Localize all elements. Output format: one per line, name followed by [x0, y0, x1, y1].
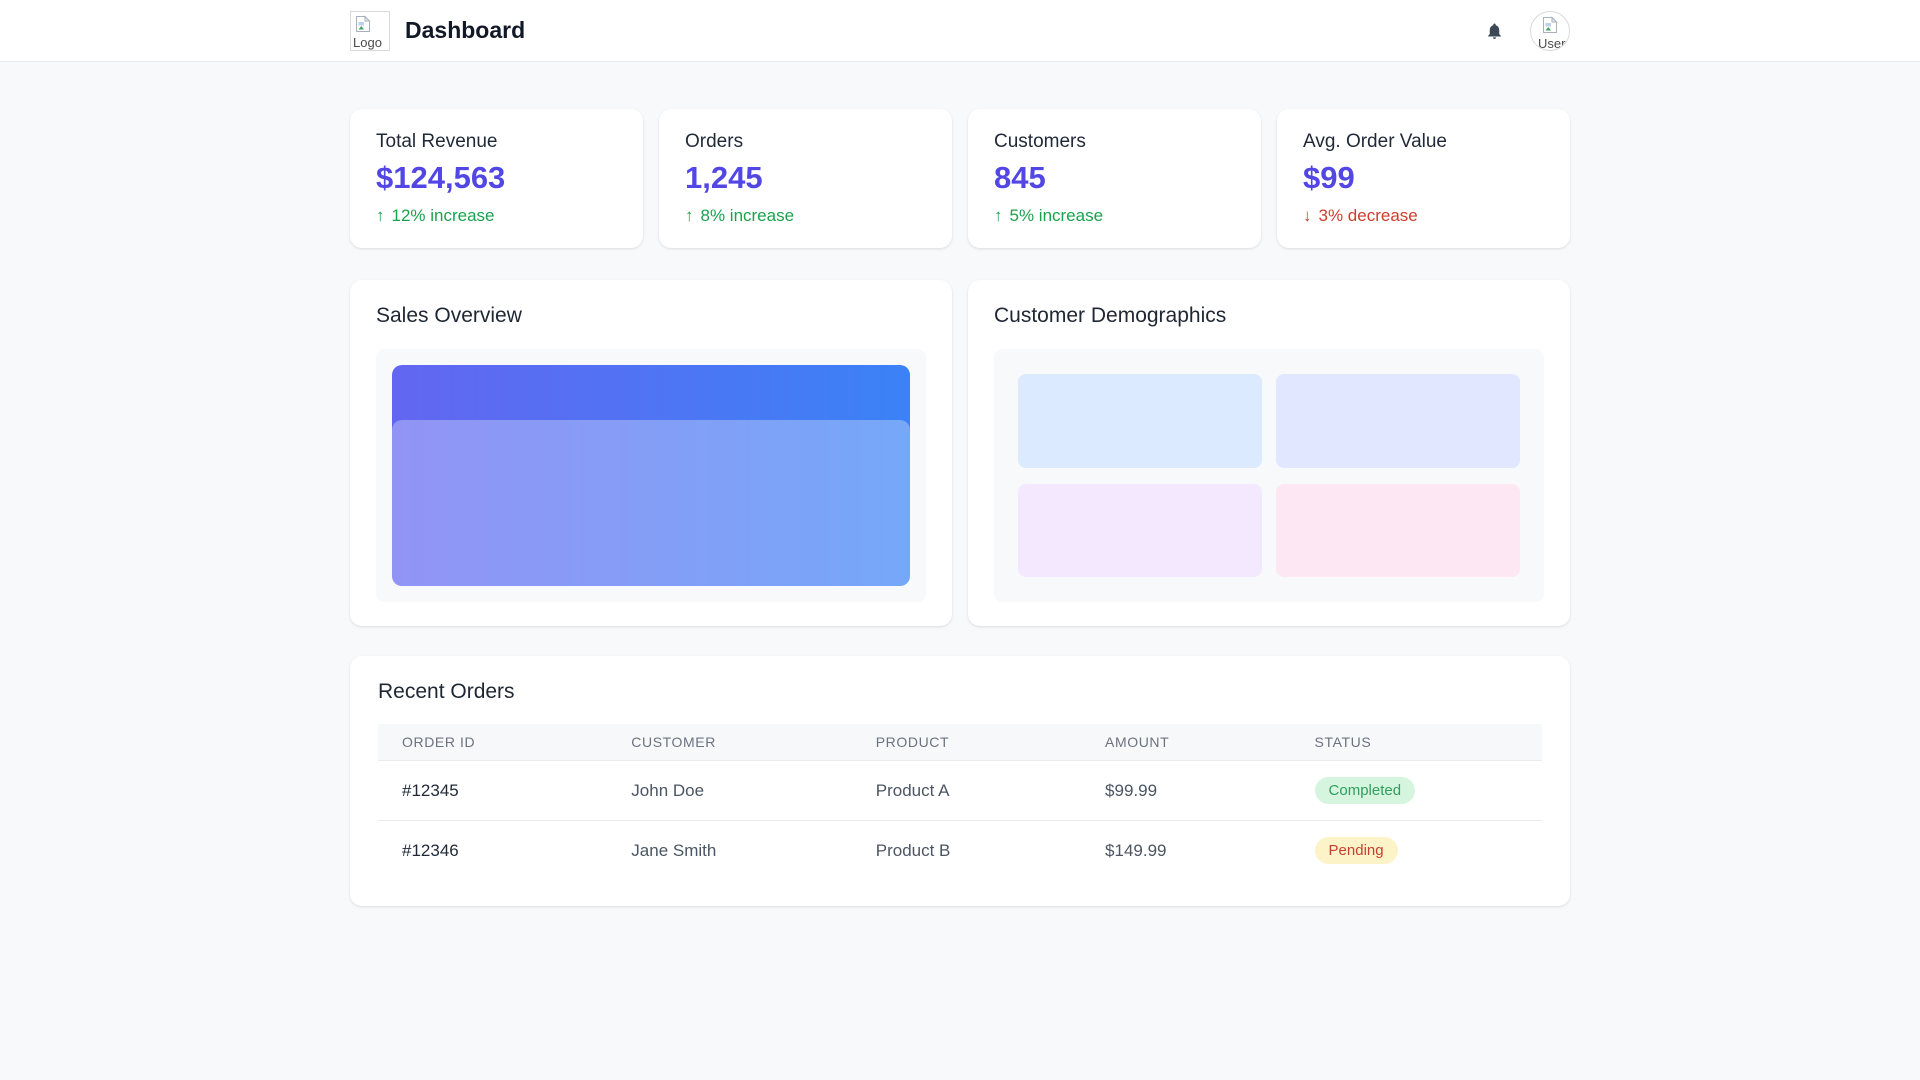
sales-chart-overlay [392, 420, 910, 587]
stat-card-avg-order-value: Avg. Order Value $99 ↓ 3% decrease [1277, 109, 1570, 249]
arrow-up-icon: ↑ [685, 206, 694, 226]
sales-overview-card: Sales Overview [350, 280, 952, 627]
stat-change-text: 12% increase [391, 206, 495, 226]
section-title: Customer Demographics [994, 304, 1227, 328]
customer-demographics-card: Customer Demographics [968, 280, 1570, 627]
page-title: Dashboard [405, 17, 526, 43]
header-inner: Logo Dashboard User [350, 0, 1570, 61]
broken-image-icon [356, 14, 371, 32]
column-header-order-id: ORDER ID [378, 724, 608, 761]
stat-value: $99 [1303, 160, 1355, 195]
order-id-cell: #12345 [378, 760, 608, 821]
stat-change: ↑ 5% increase [994, 206, 1235, 226]
stat-value: $124,563 [376, 160, 506, 195]
product-cell: Product A [851, 760, 1082, 821]
stat-card-customers: Customers 845 ↑ 5% increase [968, 109, 1261, 249]
column-header-amount: AMOUNT [1081, 724, 1291, 761]
column-header-status: STATUS [1290, 724, 1542, 761]
sales-chart-placeholder [376, 349, 926, 603]
stat-change-text: 8% increase [700, 206, 795, 226]
charts-row: Sales Overview Customer Demographics [350, 280, 1570, 627]
notifications-button[interactable] [1485, 20, 1504, 42]
demographics-block-pink [1276, 483, 1520, 578]
status-badge-completed: Completed [1314, 777, 1416, 805]
status-badge-pending: Pending [1314, 837, 1398, 865]
stat-label: Customers [994, 131, 1086, 152]
logo-image: Logo [350, 10, 390, 51]
sales-chart-gradient [392, 365, 910, 587]
stat-change-text: 3% decrease [1318, 206, 1418, 226]
column-header-product: PRODUCT [851, 724, 1082, 761]
customer-cell: John Doe [607, 760, 852, 821]
stat-change-text: 5% increase [1009, 206, 1104, 226]
status-cell: Pending [1290, 820, 1542, 881]
arrow-up-icon: ↑ [994, 206, 1003, 226]
header-left: Logo Dashboard [350, 10, 526, 51]
broken-image-icon [1543, 15, 1558, 33]
amount-cell: $99.99 [1081, 760, 1291, 821]
status-cell: Completed [1290, 760, 1542, 821]
demographics-block-indigo [1276, 374, 1520, 468]
user-avatar[interactable]: User [1530, 10, 1570, 51]
orders-table: ORDER ID CUSTOMER PRODUCT AMOUNT STATUS … [378, 724, 1542, 881]
section-title: Recent Orders [378, 680, 515, 704]
stat-change: ↑ 8% increase [685, 206, 926, 226]
customer-cell: Jane Smith [607, 820, 852, 881]
table-row: #12345 John Doe Product A $99.99 Complet… [378, 760, 1542, 821]
stat-change: ↓ 3% decrease [1303, 206, 1544, 226]
amount-cell: $149.99 [1081, 820, 1291, 881]
arrow-down-icon: ↓ [1303, 206, 1312, 226]
stat-label: Orders [685, 131, 744, 152]
main-content: Total Revenue $124,563 ↑ 12% increase Or… [350, 62, 1570, 907]
order-id-cell: #12346 [378, 820, 608, 881]
avatar-alt-text: User [1538, 35, 1566, 51]
section-title: Sales Overview [376, 304, 522, 328]
stat-value: 845 [994, 160, 1046, 195]
column-header-customer: CUSTOMER [607, 724, 852, 761]
arrow-up-icon: ↑ [376, 206, 385, 226]
stat-label: Avg. Order Value [1303, 131, 1447, 152]
table-header-row: ORDER ID CUSTOMER PRODUCT AMOUNT STATUS [378, 724, 1542, 761]
stat-change: ↑ 12% increase [376, 206, 617, 226]
stats-row: Total Revenue $124,563 ↑ 12% increase Or… [350, 109, 1570, 249]
product-cell: Product B [851, 820, 1082, 881]
stat-value: 1,245 [685, 160, 763, 195]
table-row: #12346 Jane Smith Product B $149.99 Pend… [378, 820, 1542, 881]
header-right: User [1485, 10, 1570, 51]
demographics-placeholder [994, 349, 1544, 603]
recent-orders-card: Recent Orders ORDER ID CUSTOMER PRODUCT … [350, 656, 1570, 907]
demographics-block-purple [1018, 483, 1262, 578]
logo-alt-text: Logo [353, 34, 382, 50]
bell-icon [1488, 22, 1501, 39]
stat-card-orders: Orders 1,245 ↑ 8% increase [659, 109, 952, 249]
stat-label: Total Revenue [376, 131, 498, 152]
stat-card-total-revenue: Total Revenue $124,563 ↑ 12% increase [350, 109, 643, 249]
demographics-block-blue [1018, 374, 1262, 468]
app-header: Logo Dashboard User [0, 0, 1920, 62]
